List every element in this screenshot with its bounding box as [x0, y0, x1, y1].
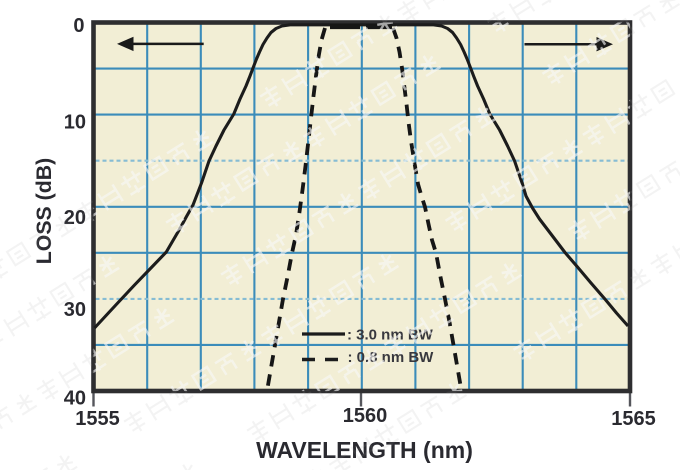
- svg-text:LOSS (dB): LOSS (dB): [32, 158, 56, 264]
- svg-text:30: 30: [64, 299, 86, 321]
- svg-text:: 0.8 nm BW: : 0.8 nm BW: [348, 349, 435, 366]
- svg-text:1560: 1560: [343, 405, 388, 427]
- svg-text:40: 40: [64, 388, 86, 410]
- svg-text:10: 10: [64, 112, 86, 134]
- svg-text:1555: 1555: [75, 408, 120, 430]
- svg-text:0: 0: [73, 15, 84, 37]
- svg-text:1565: 1565: [611, 408, 656, 430]
- svg-text:WAVELENGTH (nm): WAVELENGTH (nm): [256, 437, 473, 463]
